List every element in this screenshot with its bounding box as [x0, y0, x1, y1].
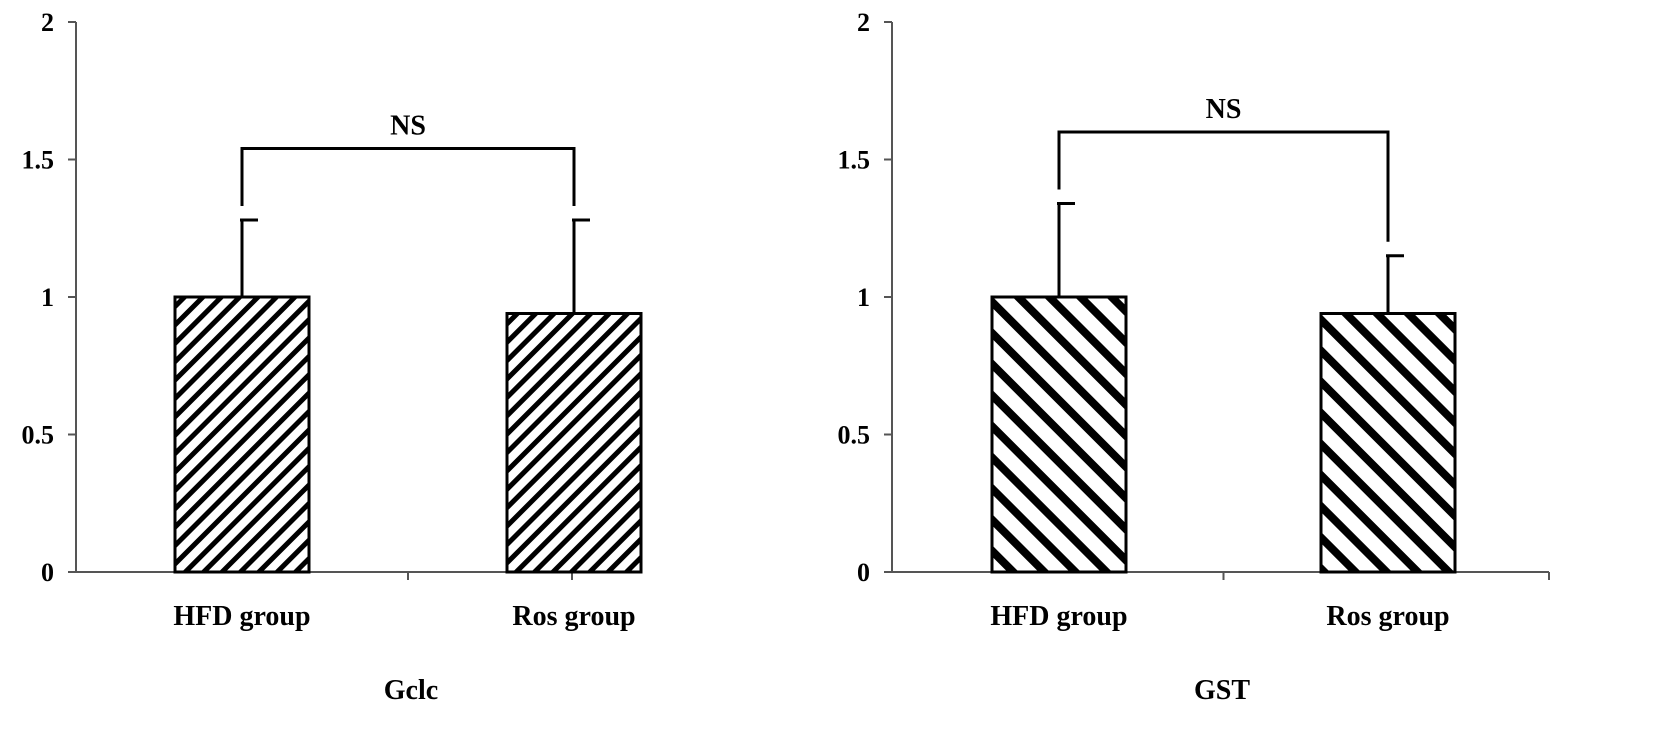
- y-tick-label: 1.5: [838, 146, 871, 175]
- gst-chart: 0 0.5 1 1.5 2 HFD group Ros group NS GST: [838, 8, 1550, 706]
- y-tick-label: 2: [857, 8, 870, 37]
- category-label: HFD group: [173, 601, 310, 632]
- bar: [173, 295, 311, 574]
- bar: [990, 295, 1128, 574]
- x-axis-label: Gclc: [384, 675, 438, 706]
- y-tick-label: 0.5: [22, 421, 55, 450]
- significance-bracket: [240, 147, 576, 206]
- y-tick-label: 0: [857, 558, 870, 587]
- significance-label: NS: [390, 111, 426, 142]
- significance-bracket: [1057, 130, 1390, 242]
- y-tick-label: 1: [41, 283, 54, 312]
- y-tick-label: 2: [41, 8, 54, 37]
- category-label: Ros group: [512, 601, 635, 632]
- y-tick-label: 0.5: [838, 421, 871, 450]
- y-tick-label: 1.5: [22, 146, 55, 175]
- category-label: HFD group: [990, 601, 1127, 632]
- y-tick-label: 0: [41, 558, 54, 587]
- x-axis-label: GST: [1194, 675, 1250, 706]
- category-label: Ros group: [1326, 601, 1449, 632]
- gclc-chart: 0 0.5 1 1.5 2 HFD group Ros group NS Gclc: [22, 8, 643, 706]
- y-tick-label: 1: [857, 283, 870, 312]
- significance-label: NS: [1206, 94, 1242, 125]
- bar: [505, 312, 643, 574]
- bar: [1319, 312, 1457, 574]
